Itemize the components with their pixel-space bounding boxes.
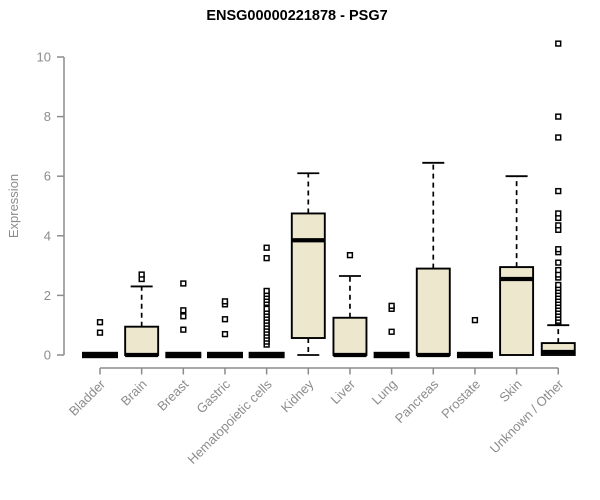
x-tick-label: Bladder xyxy=(66,376,109,419)
outlier-point xyxy=(388,328,395,335)
box-kidney xyxy=(290,172,326,356)
outlier-point xyxy=(221,330,229,338)
collapsed-box-bar xyxy=(248,351,285,359)
x-tick-label: Lung xyxy=(369,377,400,408)
box-bladder xyxy=(82,319,118,359)
x-tick-label: Unknown / Other xyxy=(487,376,567,456)
box-rect xyxy=(290,212,326,339)
y-tick-label: 6 xyxy=(44,169,51,184)
outlier-point xyxy=(263,255,270,262)
outlier-point xyxy=(555,187,562,195)
collapsed-box-bar xyxy=(82,351,118,359)
box-lung xyxy=(373,302,410,359)
box-rect xyxy=(332,316,368,356)
outlier-point xyxy=(96,329,104,336)
y-axis-title: Expression xyxy=(6,174,21,238)
box-gastric xyxy=(206,298,243,359)
x-tick-label: Pancreas xyxy=(392,376,442,426)
outlier-point xyxy=(346,252,354,259)
outlier-point xyxy=(221,316,229,323)
outlier-point xyxy=(263,305,270,312)
outlier-point xyxy=(555,259,562,266)
box-prostate xyxy=(456,316,493,359)
outlier-point xyxy=(555,40,562,47)
box-rect xyxy=(540,342,576,356)
outlier-point xyxy=(180,326,187,333)
box-hematopoietic-cells xyxy=(248,244,285,359)
box-rect xyxy=(415,267,451,356)
outlier-point xyxy=(555,210,562,217)
box-brain xyxy=(124,271,160,358)
collapsed-box-bar xyxy=(165,351,202,359)
outlier-point xyxy=(555,134,562,141)
box-rect xyxy=(124,325,160,356)
box-rect xyxy=(499,266,535,356)
x-tick-label: Liver xyxy=(328,376,359,407)
x-tick-label: Prostate xyxy=(438,377,483,422)
box-skin xyxy=(499,175,535,356)
outlier-point xyxy=(555,222,562,229)
y-tick-label: 0 xyxy=(44,348,51,363)
outlier-point xyxy=(555,246,562,253)
x-tick-label: Kidney xyxy=(278,376,317,415)
x-tick-label: Skin xyxy=(496,377,524,405)
y-tick-label: 10 xyxy=(37,50,51,65)
outlier-point xyxy=(138,271,145,278)
box-unknown-other xyxy=(540,40,576,356)
outlier-point xyxy=(263,244,270,251)
outlier-point xyxy=(221,298,229,305)
y-tick-label: 2 xyxy=(44,288,51,303)
outlier-point xyxy=(555,266,562,274)
x-tick-label: Breast xyxy=(154,376,191,413)
boxes-group xyxy=(82,40,576,359)
box-pancreas xyxy=(415,161,451,358)
outlier-point xyxy=(180,313,187,320)
collapsed-box-bar xyxy=(456,351,493,359)
outlier-point xyxy=(180,307,187,314)
x-tick-label: Gastric xyxy=(193,376,233,416)
y-tick-label: 4 xyxy=(44,228,51,243)
collapsed-box-bar xyxy=(373,351,410,359)
outlier-point xyxy=(555,281,562,289)
box-liver xyxy=(332,252,368,358)
collapsed-box-bar xyxy=(206,351,243,359)
box-breast xyxy=(165,280,202,359)
y-tick-label: 8 xyxy=(44,109,51,124)
outlier-point xyxy=(180,280,187,287)
outlier-point xyxy=(263,287,270,295)
outlier-point xyxy=(96,319,104,326)
outlier-point xyxy=(555,113,562,120)
chart-title: ENSG00000221878 - PSG7 xyxy=(206,8,387,24)
x-tick-label: Brain xyxy=(118,377,150,409)
outlier-point xyxy=(388,302,395,309)
outlier-point xyxy=(471,316,479,324)
